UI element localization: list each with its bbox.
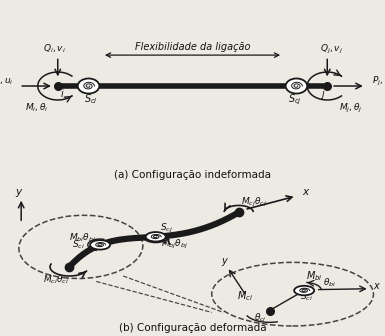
- Text: $i$: $i$: [60, 87, 64, 99]
- Text: $x$: $x$: [373, 281, 382, 291]
- Text: $Q_i, v_i$: $Q_i, v_i$: [42, 42, 65, 54]
- Text: $P_i, u_i$: $P_i, u_i$: [0, 75, 13, 87]
- Text: $Q_j, v_j$: $Q_j, v_j$: [320, 42, 343, 55]
- Text: $M_{ci}\theta_{ci}$: $M_{ci}\theta_{ci}$: [43, 274, 69, 286]
- Text: $j$: $j$: [320, 87, 325, 101]
- Text: $M_{bj}\theta_{bj}$: $M_{bj}\theta_{bj}$: [161, 238, 189, 251]
- Text: $y$: $y$: [15, 187, 24, 199]
- Text: (a) Configuração indeformada: (a) Configuração indeformada: [114, 170, 271, 180]
- Text: $S_{ci}$: $S_{ci}$: [300, 290, 313, 303]
- Text: $\theta_{bi}$: $\theta_{bi}$: [323, 277, 336, 289]
- Text: $x$: $x$: [302, 187, 311, 197]
- Circle shape: [294, 286, 314, 295]
- Text: (b) Configuração deformada: (b) Configuração deformada: [119, 323, 266, 333]
- Text: $S_{cj}$: $S_{cj}$: [159, 222, 172, 235]
- Text: $M_{ci}$: $M_{ci}$: [237, 289, 253, 302]
- Text: $M_i, \theta_i$: $M_i, \theta_i$: [25, 101, 49, 114]
- Circle shape: [90, 240, 110, 250]
- Text: $y$: $y$: [221, 256, 229, 268]
- Circle shape: [286, 79, 307, 93]
- Text: $M_{bi}$: $M_{bi}$: [306, 269, 323, 283]
- Circle shape: [146, 232, 166, 242]
- Text: $\theta_{ci}$: $\theta_{ci}$: [254, 311, 267, 324]
- Text: $P_j, u_j$: $P_j, u_j$: [372, 75, 385, 88]
- Text: $S_{cj}$: $S_{cj}$: [288, 93, 301, 108]
- Circle shape: [78, 79, 99, 93]
- Text: $S_{ci}$: $S_{ci}$: [72, 239, 85, 251]
- Text: $S_{ci}$: $S_{ci}$: [84, 93, 97, 107]
- Text: $M_{bi}\theta_{bi}$: $M_{bi}\theta_{bi}$: [69, 231, 96, 244]
- Text: $M_j, \theta_j$: $M_j, \theta_j$: [338, 101, 362, 115]
- Text: $M_{cj}\theta_{cj}$: $M_{cj}\theta_{cj}$: [241, 196, 266, 209]
- Text: Flexibilidade da ligação: Flexibilidade da ligação: [135, 42, 250, 52]
